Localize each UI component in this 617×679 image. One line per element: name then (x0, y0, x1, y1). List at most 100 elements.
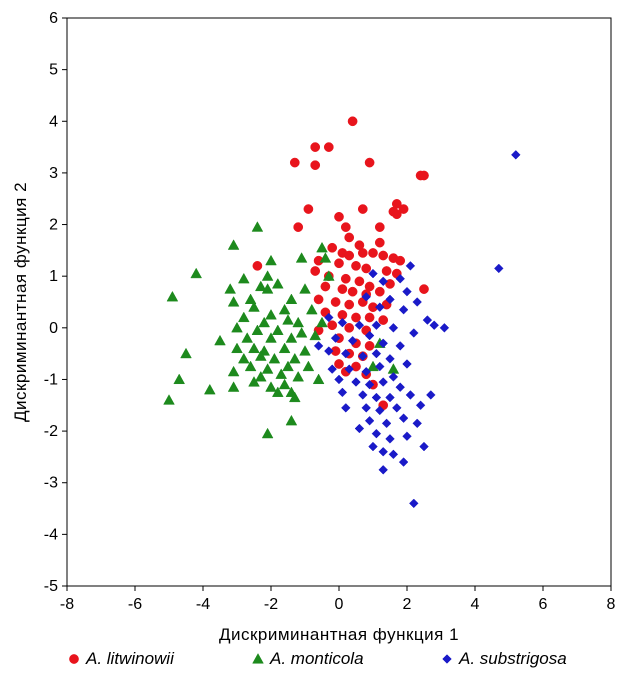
data-point (426, 390, 436, 400)
data-point (261, 363, 274, 374)
data-point (285, 332, 298, 343)
x-tick-label: 4 (471, 596, 480, 613)
data-point (374, 237, 385, 248)
data-point (364, 341, 375, 351)
data-point (227, 381, 240, 392)
x-tick-label: 6 (539, 596, 548, 613)
data-point (330, 333, 341, 343)
y-tick-label: -3 (44, 475, 58, 492)
data-point (295, 252, 308, 263)
y-axis-title: Дискриминантная функция 2 (11, 182, 30, 422)
x-tick-label: -2 (264, 596, 278, 613)
data-point (289, 157, 300, 168)
x-tick-label: -8 (60, 596, 74, 613)
legend: A. litwinowii A. monticola A. substrigosa (69, 649, 567, 668)
data-point (254, 280, 267, 292)
data-point (310, 160, 321, 171)
data-point (385, 279, 395, 289)
data-point (278, 378, 291, 390)
data-point (302, 360, 315, 372)
data-point (313, 294, 324, 305)
data-point (319, 252, 332, 263)
data-point (288, 391, 301, 403)
data-points (163, 116, 521, 509)
data-point (371, 428, 382, 439)
data-point (254, 350, 267, 361)
data-point (344, 299, 355, 310)
data-point (361, 366, 371, 377)
data-point (278, 303, 291, 315)
data-point (364, 379, 375, 390)
data-point (388, 372, 399, 382)
data-point (371, 348, 382, 359)
data-point (385, 434, 395, 444)
data-point (347, 116, 358, 127)
y-tick-label: -1 (44, 371, 58, 388)
series-a-substrigosa (313, 150, 521, 509)
data-point (398, 457, 409, 467)
data-point (385, 392, 395, 403)
data-point (347, 335, 358, 346)
legend-label: A. litwinowii (85, 649, 175, 668)
y-tick-label: -2 (44, 423, 58, 440)
data-point (395, 341, 405, 351)
data-point (341, 348, 351, 359)
legend-label: A. substrigosa (458, 649, 567, 668)
data-point (282, 360, 294, 372)
data-point (412, 297, 422, 307)
data-point (381, 418, 392, 429)
x-axis-title: Дискриминантная функция 1 (219, 625, 459, 644)
data-point (316, 241, 328, 253)
y-axis: -5 -4 -3 -2 -1 0 1 2 3 4 5 6 (44, 10, 67, 595)
y-tick-label: 6 (49, 10, 58, 27)
data-point (316, 316, 328, 328)
data-point (265, 308, 277, 320)
data-point (361, 403, 371, 413)
data-point (323, 142, 334, 152)
data-point (251, 221, 264, 232)
data-point (261, 270, 274, 281)
x-tick-label: -6 (128, 596, 142, 613)
data-point (237, 311, 250, 323)
data-point (351, 361, 361, 372)
data-point (402, 359, 412, 369)
data-point (511, 150, 521, 160)
data-point (322, 270, 335, 281)
data-point (361, 263, 372, 274)
data-point (392, 403, 402, 413)
x-tick-label: 0 (335, 596, 344, 613)
data-point (310, 266, 321, 276)
data-point (375, 405, 385, 416)
data-point (409, 328, 419, 338)
data-point (419, 284, 429, 294)
data-point (358, 390, 368, 400)
data-point (173, 373, 186, 385)
data-point (309, 329, 322, 341)
data-point (231, 342, 243, 354)
data-point (354, 423, 365, 434)
data-point (429, 320, 439, 330)
data-point (244, 293, 257, 304)
data-point (248, 301, 260, 312)
data-point (381, 266, 392, 276)
data-point (351, 312, 361, 323)
data-point (385, 354, 395, 364)
data-point (374, 286, 385, 297)
data-point (412, 418, 422, 429)
data-point (227, 365, 240, 377)
data-point (419, 170, 429, 181)
data-point (398, 304, 409, 315)
data-point (371, 320, 382, 330)
data-point (334, 211, 344, 222)
data-point (313, 341, 324, 351)
data-point (439, 323, 450, 333)
data-point (203, 383, 216, 395)
legend-marker-a-monticola (252, 653, 264, 664)
data-point (337, 387, 348, 398)
data-point (324, 312, 334, 323)
data-point (231, 321, 243, 333)
data-point (358, 351, 368, 361)
data-point (310, 142, 321, 152)
data-point (292, 316, 305, 328)
data-point (237, 352, 250, 364)
